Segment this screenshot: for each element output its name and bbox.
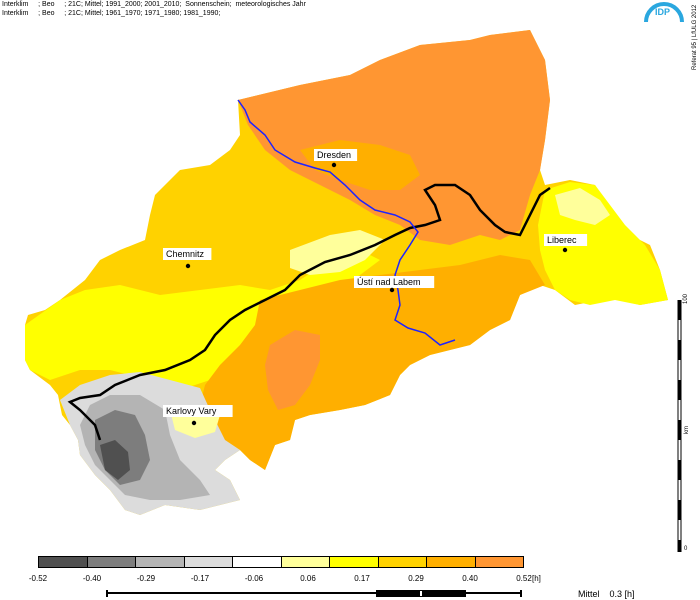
city-label: Dresden	[317, 150, 351, 160]
scale-label-km: km	[684, 426, 690, 434]
legend-tick-label: -0.52	[28, 574, 48, 583]
legend-tick-label: 0.52	[516, 574, 532, 583]
map-region-dresden	[238, 30, 550, 245]
legend-swatch	[475, 557, 523, 567]
city-marker	[191, 420, 197, 426]
scale-label-bottom: 0	[684, 546, 688, 552]
legend-swatch	[136, 557, 185, 567]
mittel-label: Mittel	[578, 589, 600, 599]
national-border	[67, 183, 551, 441]
idp-logo: IDP	[655, 7, 671, 17]
mittel-value: Mittel 0.3 [h]	[578, 589, 635, 599]
header-line-1: Interklim ; Beo ; 21C; Mittel; 1991_2000…	[2, 1, 306, 8]
scale-label-top: 100	[683, 293, 690, 305]
header-line-2: Interklim ; Beo ; 21C; Mittel; 1961_1970…	[2, 10, 221, 17]
legend-tick-label: -0.06	[244, 574, 264, 583]
city-marker	[185, 263, 191, 269]
city-marker	[562, 247, 568, 253]
city-label-box	[544, 234, 588, 246]
legend-unit: [h]	[532, 574, 541, 583]
legend-tick-label: 0.06	[300, 574, 316, 583]
horizontal-scalebar	[106, 590, 522, 597]
legend-swatch	[427, 557, 476, 567]
city-marker	[389, 287, 395, 293]
logo-arc-icon	[644, 2, 684, 23]
legend-swatch	[281, 557, 330, 567]
legend-swatch	[39, 557, 88, 567]
legend-swatch	[378, 557, 427, 567]
map-region-lightest	[290, 230, 385, 275]
city-label: Ústí nad Labem	[357, 277, 421, 287]
city-label: Chemnitz	[166, 249, 205, 259]
city-marker	[331, 162, 337, 168]
city-label-box	[163, 405, 233, 417]
legend-tick-label: -0.40	[82, 574, 102, 583]
legend-tick-label: -0.29	[136, 574, 156, 583]
city-label-box	[354, 276, 435, 288]
mittel-number: 0.3 [h]	[609, 589, 635, 599]
legend-swatch	[87, 557, 136, 567]
legend-tick-label: -0.17	[190, 574, 210, 583]
legend-swatch	[233, 557, 282, 567]
map-region-czech-dark	[265, 330, 320, 410]
legend-tick-label: 0.40	[462, 574, 478, 583]
city-label-box	[163, 248, 212, 260]
legend-tick-label: 0.29	[408, 574, 424, 583]
map-region-liberec-light	[555, 188, 610, 225]
city-label: Liberec	[547, 235, 577, 245]
city-label-box	[314, 149, 358, 161]
map-region-grey-darkest	[100, 440, 130, 480]
city-label: Karlovy Vary	[166, 406, 217, 416]
side-credit: Referat 95 | LfULG 2012	[692, 4, 698, 70]
legend-tick-label: 0.17	[354, 574, 370, 583]
river-elbe	[237, 99, 456, 346]
legend-swatch	[184, 557, 233, 567]
vertical-scalebar	[677, 300, 682, 552]
map-region-czech	[200, 255, 545, 470]
legend-swatch	[330, 557, 379, 567]
color-legend	[38, 556, 524, 568]
